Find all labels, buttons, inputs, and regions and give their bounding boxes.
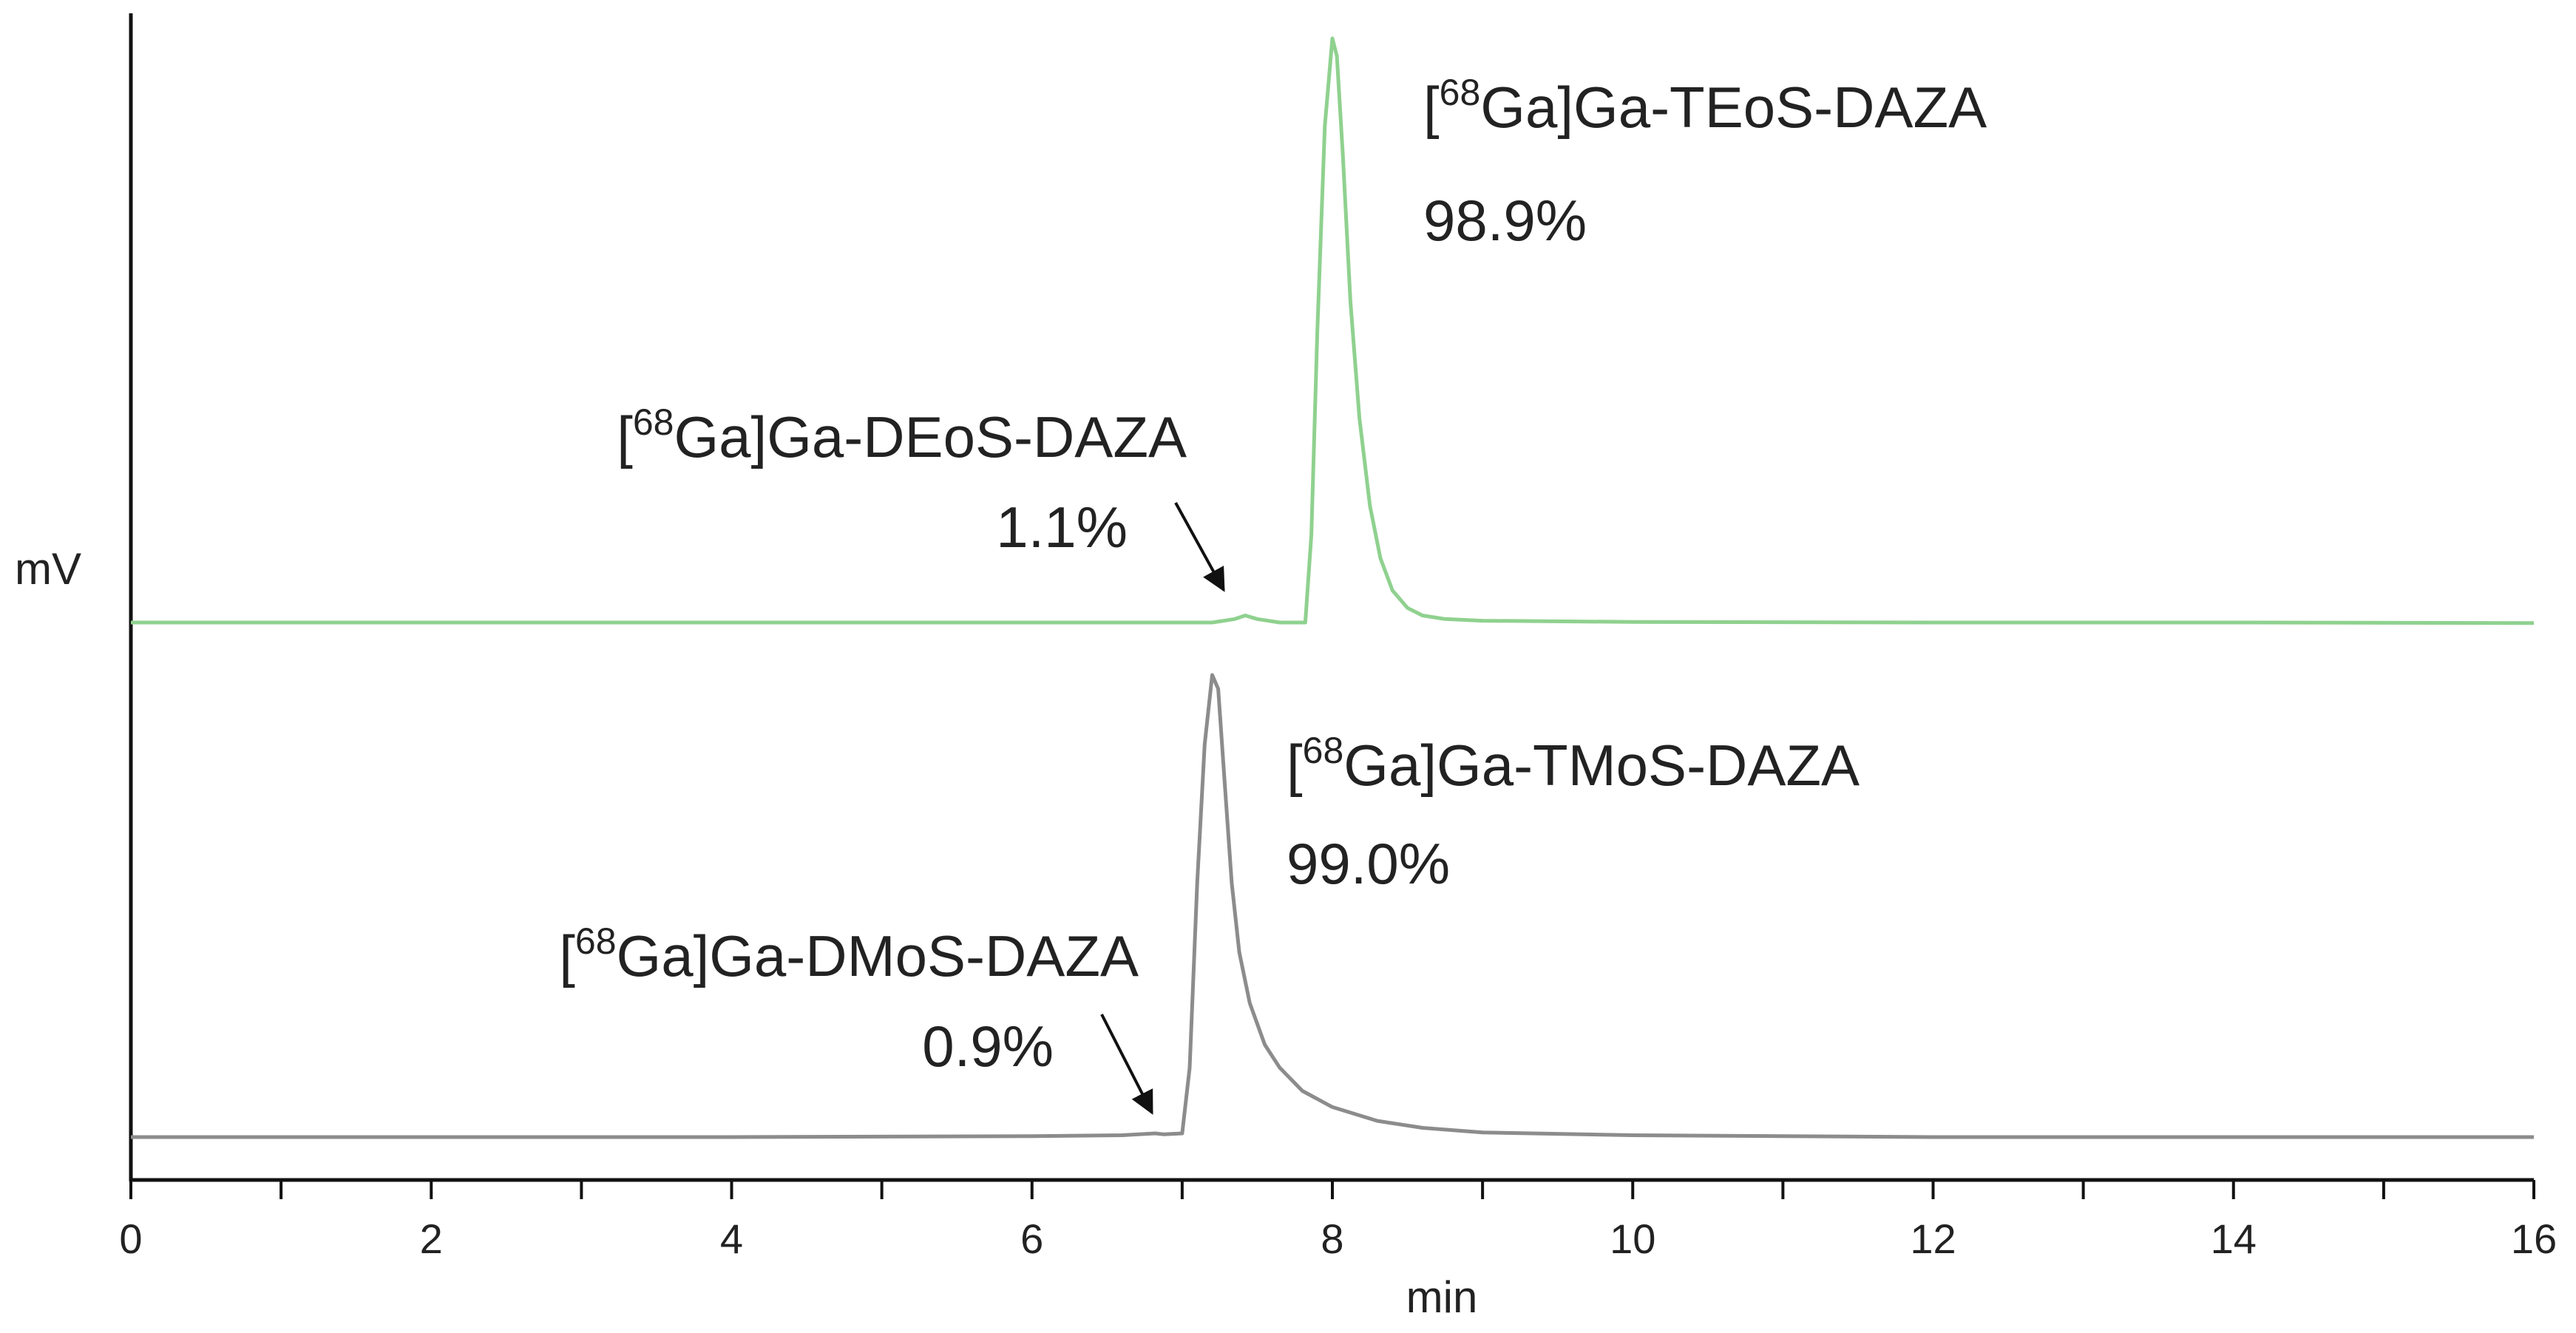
x-tick-label: 4 xyxy=(720,1215,743,1262)
x-tick-label: 8 xyxy=(1321,1215,1343,1262)
x-axis-label: min xyxy=(1406,1272,1478,1322)
annotation-tmos-label: [68Ga]Ga-TMoS-DAZA xyxy=(1287,730,1860,798)
x-tick-label: 16 xyxy=(2511,1215,2557,1262)
annotation-tmos-value: 99.0% xyxy=(1287,831,1450,896)
annotation-deos-value: 1.1% xyxy=(996,495,1128,560)
annotation-tmos: [68Ga]Ga-TMoS-DAZA 99.0% xyxy=(1287,730,1860,896)
annotation-deos: [68Ga]Ga-DEoS-DAZA 1.1% xyxy=(617,401,1225,592)
series-line-tmos xyxy=(131,673,2534,1139)
x-tick-label: 0 xyxy=(119,1215,142,1262)
annotation-deos-arrow xyxy=(1174,502,1225,592)
annotation-dmos-arrow xyxy=(1100,1014,1153,1115)
annotation-teos-value: 98.9% xyxy=(1423,188,1587,253)
x-tick-label: 14 xyxy=(2211,1215,2257,1262)
x-axis-ticks: 0 2 4 6 8 10 12 14 16 xyxy=(119,1180,2557,1262)
x-tick-label: 2 xyxy=(420,1215,443,1262)
x-tick-label: 12 xyxy=(1910,1215,1956,1262)
series-traces xyxy=(131,36,2535,1139)
annotation-dmos-label: [68Ga]Ga-DMoS-DAZA xyxy=(559,920,1139,988)
x-tick-label: 10 xyxy=(1610,1215,1655,1262)
annotation-teos-label: [68Ga]Ga-TEoS-DAZA xyxy=(1423,72,1987,140)
annotation-dmos-value: 0.9% xyxy=(922,1014,1054,1079)
annotation-dmos: [68Ga]Ga-DMoS-DAZA 0.9% xyxy=(559,920,1153,1115)
annotation-teos: [68Ga]Ga-TEoS-DAZA 98.9% xyxy=(1423,72,1987,253)
x-tick-label: 6 xyxy=(1020,1215,1043,1262)
annotation-deos-label: [68Ga]Ga-DEoS-DAZA xyxy=(617,401,1187,469)
y-axis-label: mV xyxy=(15,544,81,594)
series-line-teos xyxy=(131,36,2535,625)
